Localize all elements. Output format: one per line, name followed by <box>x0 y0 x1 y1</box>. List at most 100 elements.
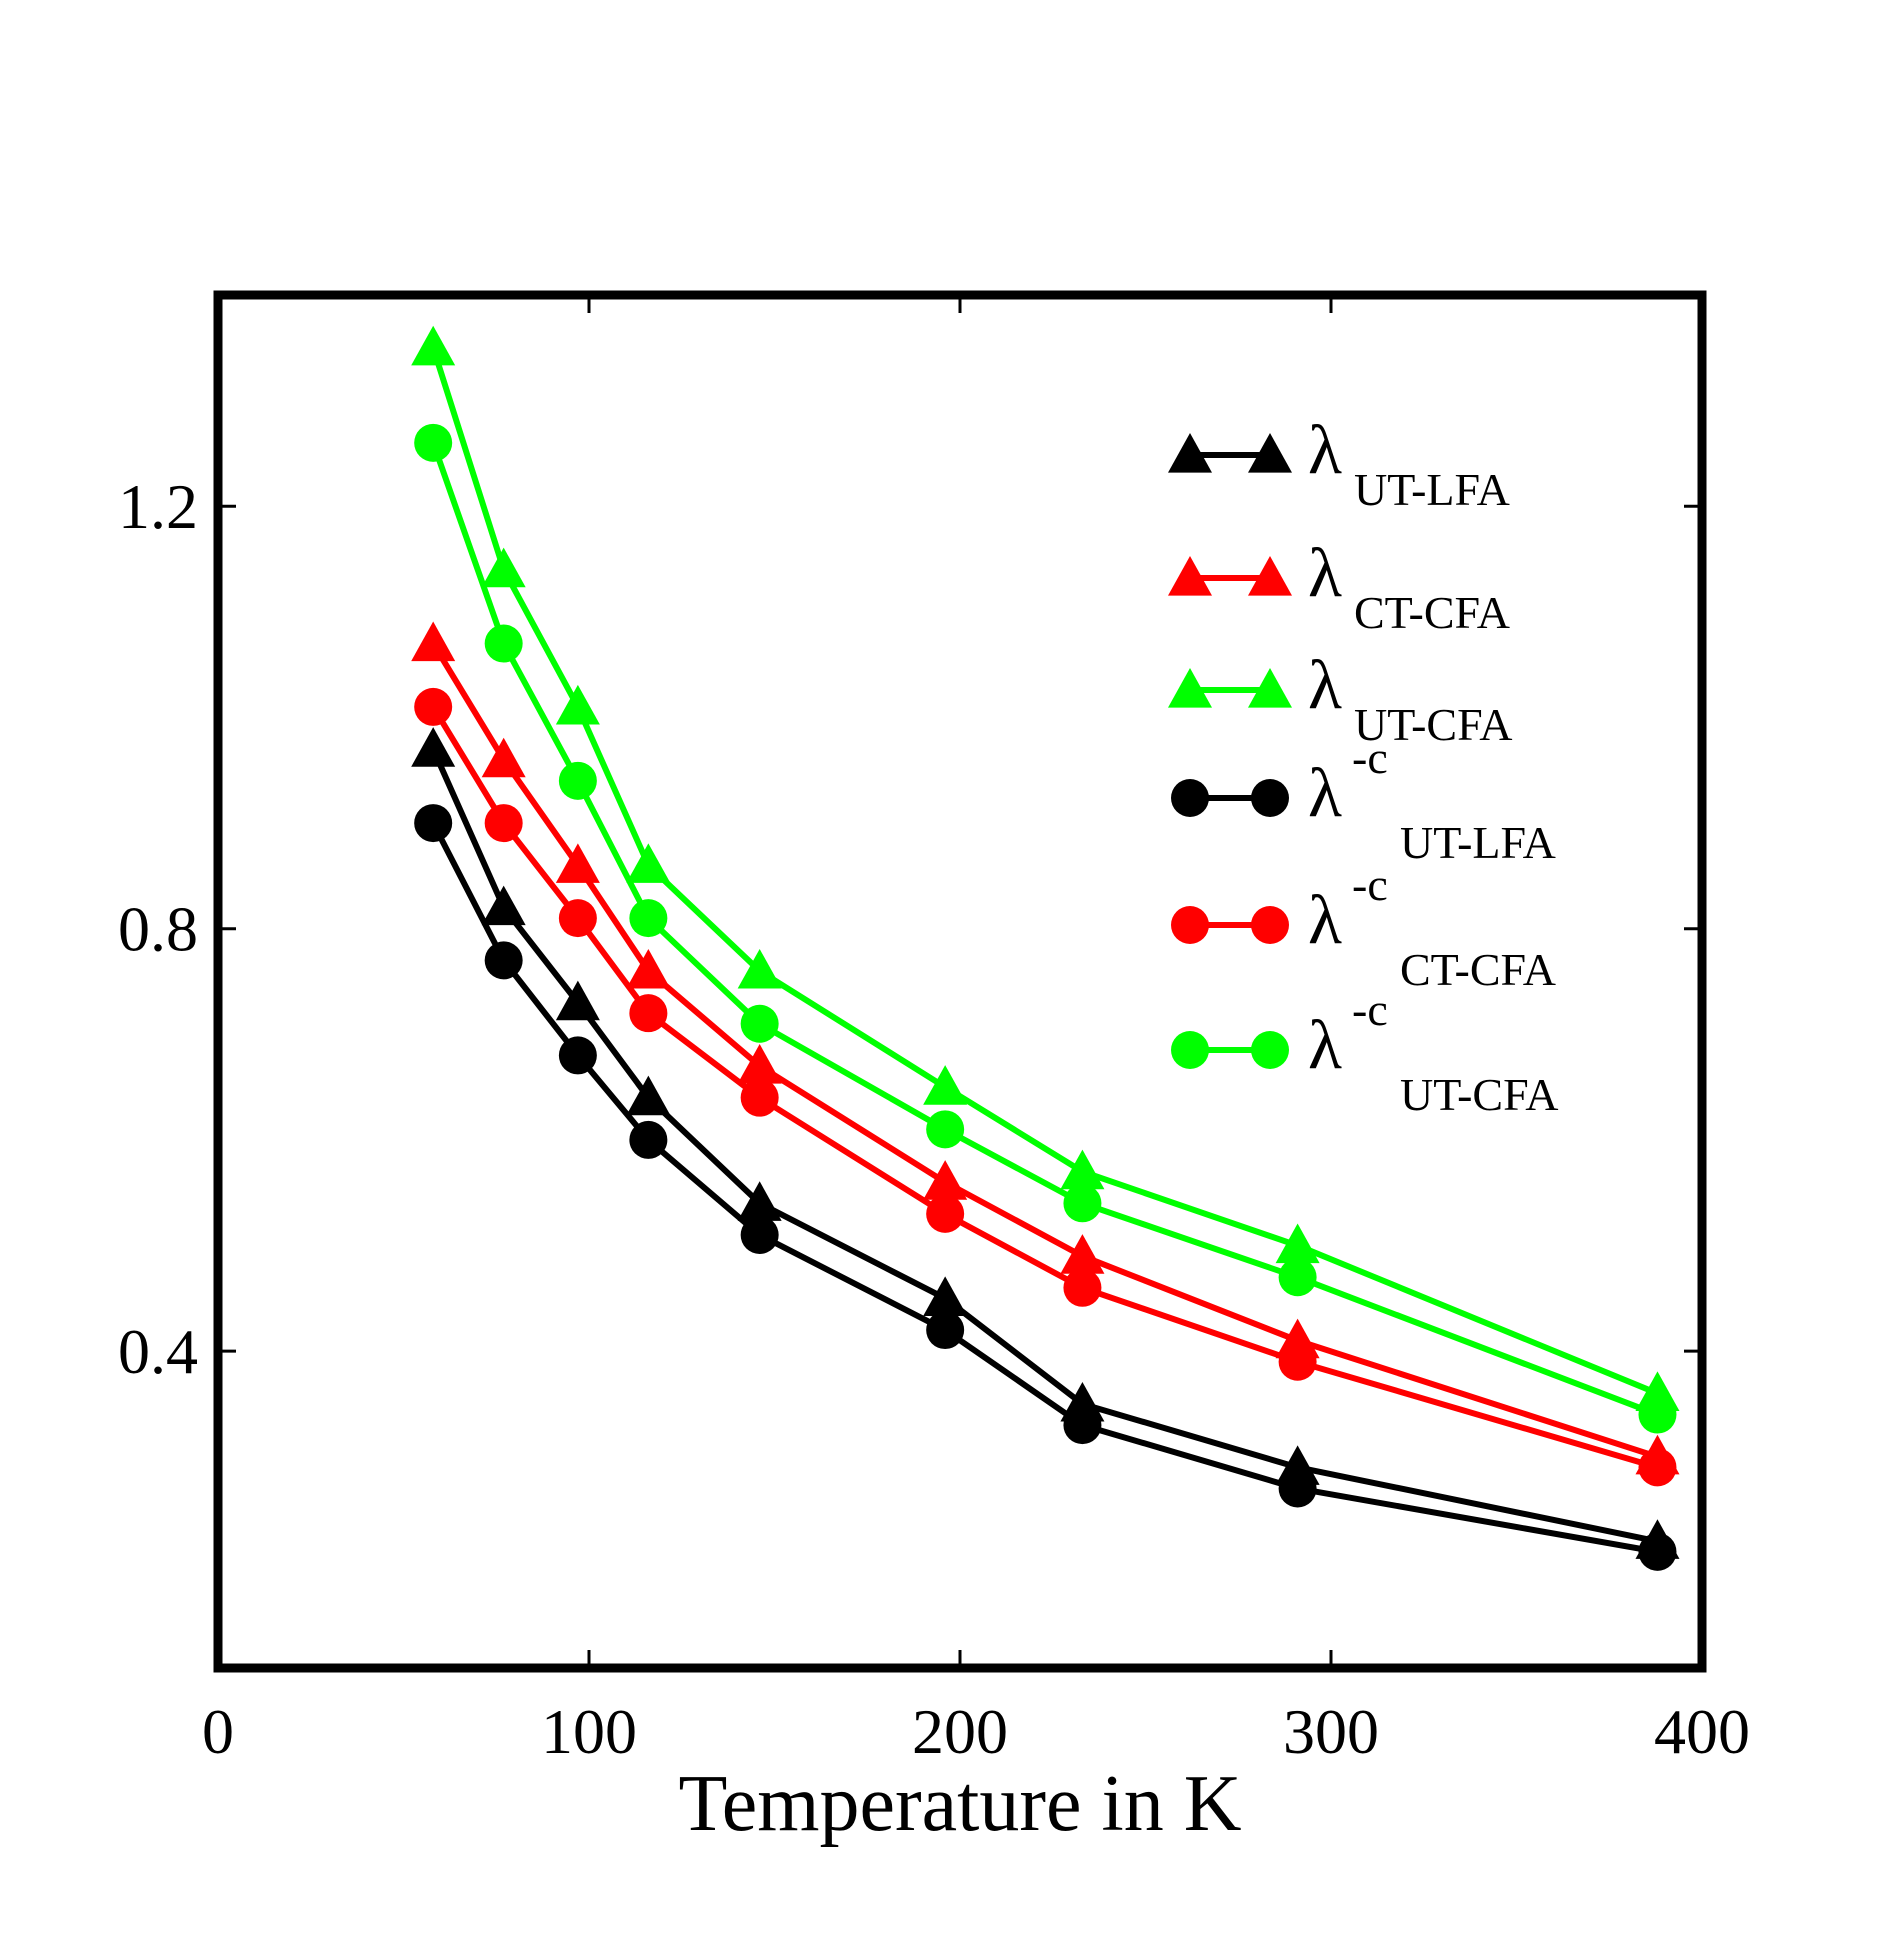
legend-marker <box>1248 433 1292 473</box>
legend-subscript: UT-LFA <box>1400 817 1556 868</box>
data-point-triangle <box>923 1276 968 1316</box>
data-point-triangle <box>1060 1234 1105 1274</box>
legend-marker <box>1171 1031 1209 1069</box>
data-point-circle <box>740 1078 779 1117</box>
data-point-circle <box>1278 1342 1317 1381</box>
data-point-triangle <box>626 843 671 883</box>
data-point-circle <box>740 1004 779 1043</box>
legend-subscript: UT-LFA <box>1354 464 1510 515</box>
data-point-circle <box>926 1311 965 1350</box>
legend-symbol: λ <box>1308 647 1342 724</box>
legend-marker <box>1248 556 1292 596</box>
x-tick-label: 400 <box>1654 1696 1750 1767</box>
data-point-circle <box>558 1036 597 1075</box>
legend-entry-0: λUT-LFA <box>1168 412 1510 515</box>
legend-symbol: λ <box>1308 412 1342 489</box>
data-point-circle <box>484 804 523 843</box>
data-point-triangle <box>923 1160 968 1200</box>
y-tick-label: 0.8 <box>118 894 198 965</box>
x-axis-title: Temperature in K <box>678 1760 1241 1848</box>
legend-entry-3: λ -cUT-LFA <box>1171 732 1556 868</box>
data-point-triangle <box>481 885 526 926</box>
data-point-circle <box>926 1194 965 1233</box>
x-tick-label: 100 <box>541 1696 637 1767</box>
legend-symbol: λ <box>1308 1007 1342 1084</box>
data-point-circle <box>1063 1268 1102 1307</box>
legend-symbol: λ <box>1308 882 1342 959</box>
data-point-triangle <box>411 325 456 366</box>
legend-marker <box>1248 668 1292 708</box>
series-4 <box>414 687 1677 1487</box>
data-point-triangle <box>555 684 600 725</box>
data-point-circle <box>484 941 523 980</box>
legend-superscript: -c <box>1352 859 1388 910</box>
legend-subscript: UT-CFA <box>1354 699 1512 750</box>
data-point-triangle <box>1060 1149 1105 1190</box>
series-5 <box>414 423 1677 1434</box>
legend-marker <box>1168 433 1212 473</box>
data-point-circle <box>926 1110 965 1149</box>
data-point-circle <box>1063 1184 1102 1223</box>
data-point-circle <box>558 761 597 800</box>
legend-marker <box>1251 906 1289 944</box>
legend-entry-2: λUT-CFA <box>1168 647 1512 750</box>
legend-marker <box>1251 779 1289 817</box>
legend-entry-4: λ -cCT-CFA <box>1171 859 1556 995</box>
data-point-triangle <box>481 737 526 778</box>
data-point-triangle <box>555 980 600 1021</box>
y-tick-labels: 0.4 0.8 1.2 <box>118 471 198 1387</box>
data-point-triangle <box>555 843 600 883</box>
legend-subscript: CT-CFA <box>1400 944 1556 995</box>
data-point-circle <box>629 899 668 938</box>
legend-symbol: λ <box>1308 755 1342 832</box>
data-point-circle <box>1638 1395 1677 1434</box>
legend-superscript: -c <box>1352 732 1388 783</box>
x-tick-label: 300 <box>1283 1696 1379 1767</box>
data-point-circle <box>1638 1448 1677 1487</box>
data-point-triangle <box>737 948 782 989</box>
ticks <box>216 295 1704 1668</box>
y-tick-label: 1.2 <box>118 471 198 542</box>
legend-subscript: CT-CFA <box>1354 587 1510 638</box>
data-point-triangle <box>411 727 456 767</box>
legend-entry-1: λCT-CFA <box>1168 535 1510 638</box>
legend-marker <box>1168 668 1212 708</box>
data-point-circle <box>629 994 668 1033</box>
series-line <box>430 821 1659 1555</box>
x-tick-label: 200 <box>912 1696 1008 1767</box>
data-point-circle <box>558 899 597 938</box>
data-point-circle <box>484 624 523 663</box>
data-point-circle <box>1638 1532 1677 1571</box>
data-point-circle <box>1063 1406 1102 1445</box>
data-point-circle <box>414 687 453 726</box>
data-point-circle <box>740 1215 779 1254</box>
data-point-triangle <box>626 948 671 989</box>
legend-superscript: -c <box>1352 984 1388 1035</box>
y-tick-label: 0.4 <box>118 1316 198 1387</box>
legend-symbol: λ <box>1308 535 1342 612</box>
legend-marker <box>1171 779 1209 817</box>
legend-entry-5: λ -cUT-CFA <box>1171 984 1558 1120</box>
data-point-circle <box>414 423 453 462</box>
data-point-circle <box>629 1120 668 1159</box>
series-group <box>411 325 1680 1571</box>
data-point-triangle <box>737 1043 782 1084</box>
data-point-triangle <box>1275 1223 1320 1264</box>
data-point-triangle <box>411 621 456 662</box>
data-point-triangle <box>737 1181 782 1221</box>
x-tick-label: 0 <box>202 1696 234 1767</box>
data-point-triangle <box>481 547 526 588</box>
data-point-circle <box>1278 1258 1317 1297</box>
series-3 <box>414 804 1677 1571</box>
data-point-circle <box>414 804 453 843</box>
x-tick-labels: 0 100 200 300 400 <box>202 1696 1750 1767</box>
data-point-triangle <box>626 1075 671 1116</box>
data-point-circle <box>1278 1469 1317 1508</box>
legend-marker <box>1251 1031 1289 1069</box>
legend-marker <box>1168 556 1212 596</box>
legend-subscript: UT-CFA <box>1400 1069 1558 1120</box>
data-point-triangle <box>923 1065 968 1105</box>
legend-marker <box>1171 906 1209 944</box>
